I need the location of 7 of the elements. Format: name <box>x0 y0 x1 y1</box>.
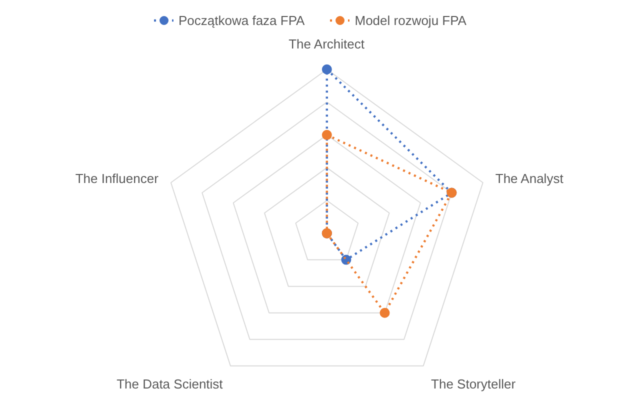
spoke-label: The Data Scientist <box>116 376 224 392</box>
legend-label: Początkowa faza FPA <box>178 12 305 28</box>
spoke-label: The Storyteller <box>431 376 516 392</box>
spoke-label: The Analyst <box>495 171 564 186</box>
spoke-label: The Influencer <box>75 171 160 186</box>
legend-label: Model rozwoju FPA <box>354 12 466 28</box>
spoke-label: The Architect <box>288 36 365 52</box>
